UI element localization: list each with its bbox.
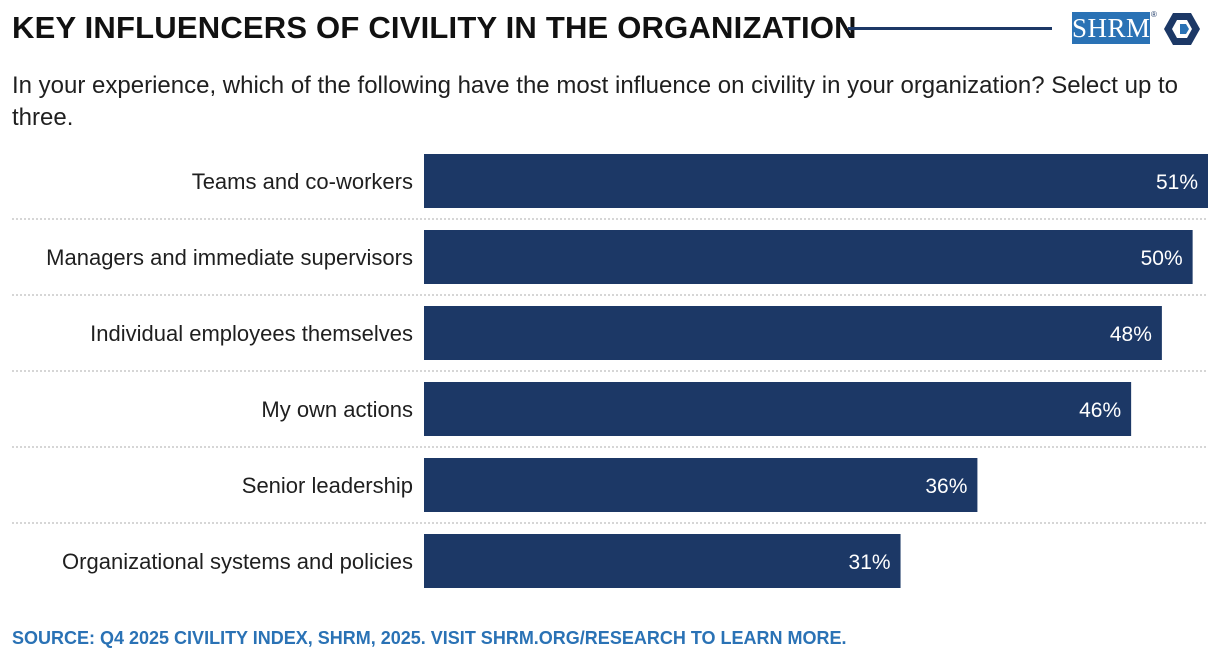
registered-mark: ® xyxy=(1151,10,1157,19)
bar xyxy=(424,230,1193,284)
bar xyxy=(424,458,978,512)
value-label: 46% xyxy=(1079,399,1121,422)
source-note: SOURCE: Q4 2025 CIVILITY INDEX, SHRM, 20… xyxy=(12,628,847,648)
category-label: Teams and co-workers xyxy=(192,169,413,194)
shrm-hexagon-logo-icon xyxy=(1164,13,1200,45)
value-label: 36% xyxy=(925,475,967,498)
chart-title: KEY INFLUENCERS OF CIVILITY IN THE ORGAN… xyxy=(12,10,857,45)
category-label: Individual employees themselves xyxy=(90,321,413,346)
value-label: 51% xyxy=(1156,171,1198,194)
bar xyxy=(424,306,1162,360)
bar xyxy=(424,154,1208,208)
category-label: Organizational systems and policies xyxy=(62,549,413,574)
bar-chart: Teams and co-workers 51% Managers and imme… xyxy=(12,154,1208,588)
category-label: Managers and immediate supervisors xyxy=(46,245,413,270)
bar xyxy=(424,534,901,588)
value-label: 50% xyxy=(1141,247,1183,270)
value-label: 48% xyxy=(1110,323,1152,346)
chart-subtitle: In your experience, which of the followi… xyxy=(12,72,1178,131)
value-label: 31% xyxy=(849,551,891,574)
title-divider xyxy=(848,27,1052,30)
shrm-logo: SHRM xyxy=(1072,12,1151,44)
category-label: Senior leadership xyxy=(242,473,413,498)
category-label: My own actions xyxy=(261,397,413,422)
bar xyxy=(424,382,1132,436)
